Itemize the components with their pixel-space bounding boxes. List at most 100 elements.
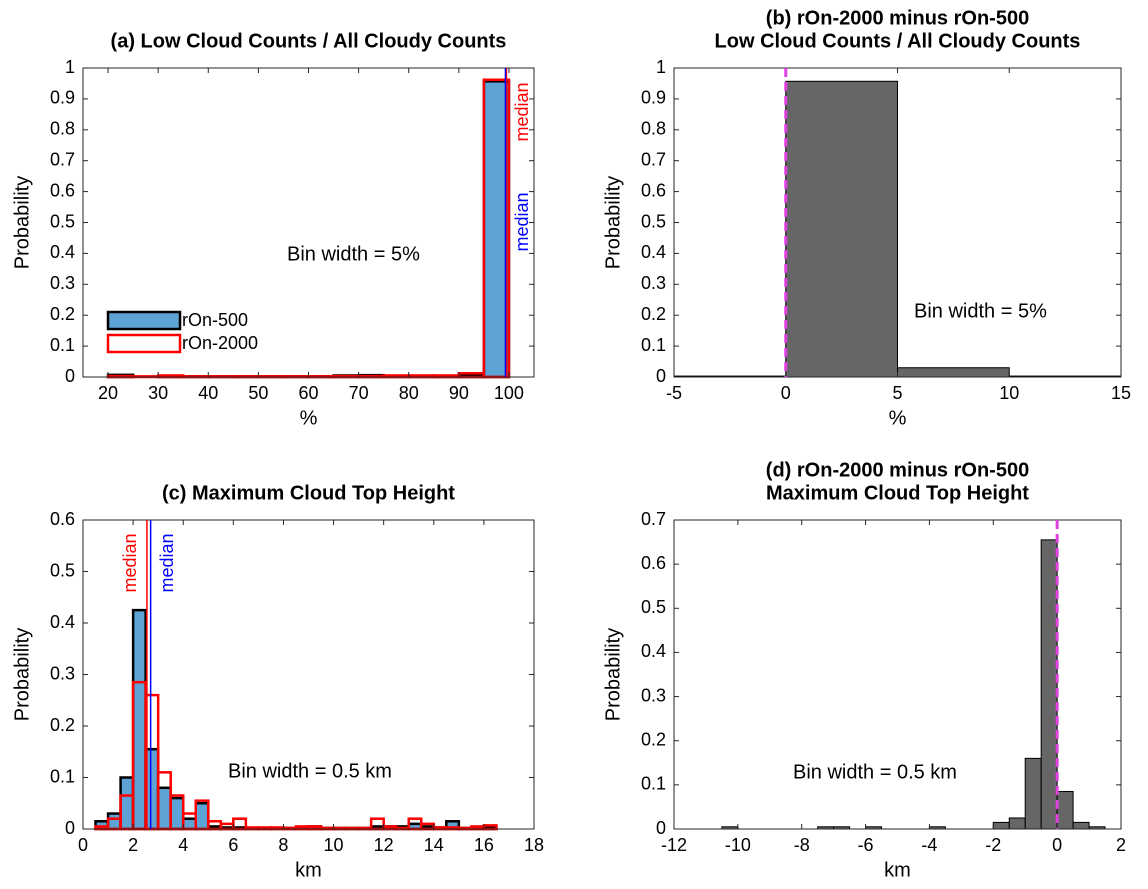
histogram-bar: [181, 817, 198, 831]
y-tick-label: 0: [656, 818, 666, 838]
y-tick-label: 0.6: [641, 553, 666, 573]
x-tick-label: 50: [248, 383, 268, 403]
chart-title: (b) rOn-2000 minus rOn-500: [766, 7, 1029, 29]
x-axis-label: km: [884, 859, 911, 881]
x-tick-label: 18: [524, 835, 544, 855]
y-tick-label: 0: [65, 366, 75, 386]
median-label: median: [512, 82, 532, 141]
legend-swatch: [106, 333, 182, 354]
x-tick-label: 0: [78, 835, 88, 855]
x-tick-label: 90: [449, 383, 469, 403]
x-tick-label: -12: [661, 835, 687, 855]
x-tick-label: 10: [999, 383, 1019, 403]
x-axis-label: km: [295, 859, 322, 881]
histogram-bar: [119, 776, 135, 831]
y-axis-label: Probability: [11, 176, 33, 269]
median-label: median: [120, 533, 140, 592]
histogram-bar: [207, 820, 223, 831]
x-tick-label: 30: [148, 383, 168, 403]
median-label: median: [512, 192, 532, 251]
x-tick-label: 2: [128, 835, 138, 855]
y-tick-label: 0.1: [50, 766, 75, 786]
annotation: Bin width = 5%: [287, 243, 420, 265]
y-tick-label: 0.5: [641, 211, 666, 231]
legend-label: rOn-2000: [182, 333, 258, 353]
x-tick-label: -4: [921, 835, 937, 855]
x-tick-label: 2: [1116, 835, 1126, 855]
legend-swatch: [106, 310, 182, 331]
y-tick-label: 0.9: [50, 88, 75, 108]
y-tick-label: 1: [656, 57, 666, 77]
y-tick-label: 0.6: [50, 180, 75, 200]
y-tick-label: 0.3: [641, 685, 666, 705]
chart-title: Maximum Cloud Top Height: [766, 482, 1029, 504]
y-tick-label: 0.2: [641, 729, 666, 749]
axes-box: [82, 67, 535, 378]
x-tick-label: 10: [324, 835, 344, 855]
x-tick-label: 4: [178, 835, 188, 855]
x-tick-label: -8: [794, 835, 810, 855]
y-tick-label: 0.4: [50, 242, 75, 262]
annotation: Bin width = 5%: [914, 300, 1047, 322]
legend-label: rOn-500: [182, 310, 248, 330]
y-tick-label: 0: [656, 366, 666, 386]
y-tick-label: 0.3: [50, 273, 75, 293]
y-tick-label: 0.4: [50, 612, 75, 632]
x-tick-label: -10: [725, 835, 751, 855]
y-tick-label: 0.1: [641, 774, 666, 794]
x-tick-label: 15: [1111, 383, 1131, 403]
x-tick-label: 14: [424, 835, 444, 855]
x-tick-label: 100: [494, 383, 524, 403]
x-tick-label: 0: [1052, 835, 1062, 855]
y-tick-label: 0.5: [50, 560, 75, 580]
chart-title: (c) Maximum Cloud Top Height: [162, 482, 455, 504]
x-tick-label: 6: [228, 835, 238, 855]
y-tick-label: 0.1: [641, 335, 666, 355]
histogram-bar: [1056, 790, 1074, 830]
y-tick-label: 0.6: [641, 180, 666, 200]
x-tick-label: 70: [349, 383, 369, 403]
histogram-bar: [106, 812, 122, 831]
y-tick-label: 0.2: [50, 715, 75, 735]
x-tick-label: -2: [985, 835, 1001, 855]
y-tick-label: 0.7: [641, 149, 666, 169]
x-tick-label: 16: [474, 835, 494, 855]
y-tick-label: 0.2: [641, 304, 666, 324]
y-tick-label: 0.5: [50, 211, 75, 231]
x-tick-label: -6: [858, 835, 874, 855]
y-axis-label: Probability: [602, 628, 624, 721]
histogram-bar: [1040, 539, 1058, 830]
y-tick-label: 0.4: [641, 641, 666, 661]
histogram-bar: [1072, 821, 1090, 830]
histogram-bar: [785, 80, 898, 378]
y-tick-label: 0.4: [641, 242, 666, 262]
y-axis-label: Probability: [602, 176, 624, 269]
x-tick-label: 5: [892, 383, 902, 403]
y-tick-label: 0.1: [50, 335, 75, 355]
histogram-bar: [1008, 817, 1026, 830]
x-tick-label: 60: [298, 383, 318, 403]
annotation: Bin width = 0.5 km: [793, 761, 957, 783]
y-tick-label: 0.8: [641, 119, 666, 139]
histogram-bar: [897, 367, 1010, 378]
y-tick-label: 1: [65, 57, 75, 77]
x-tick-label: 20: [98, 383, 118, 403]
y-axis-label: Probability: [11, 628, 33, 721]
x-tick-label: 8: [278, 835, 288, 855]
y-tick-label: 0.7: [641, 509, 666, 529]
x-tick-label: 0: [781, 383, 791, 403]
axes-box: [673, 519, 1122, 830]
y-tick-label: 0.2: [50, 304, 75, 324]
histogram-bar: [194, 802, 210, 831]
y-tick-label: 0.5: [641, 597, 666, 617]
y-tick-label: 0.6: [50, 509, 75, 529]
x-tick-label: 12: [374, 835, 394, 855]
y-tick-label: 0.8: [50, 119, 75, 139]
median-label: median: [157, 533, 177, 592]
chart-title: (a) Low Cloud Counts / All Cloudy Counts: [111, 30, 507, 52]
y-tick-label: 0.3: [50, 663, 75, 683]
histogram-bar: [169, 796, 185, 831]
x-axis-label: %: [889, 407, 907, 429]
